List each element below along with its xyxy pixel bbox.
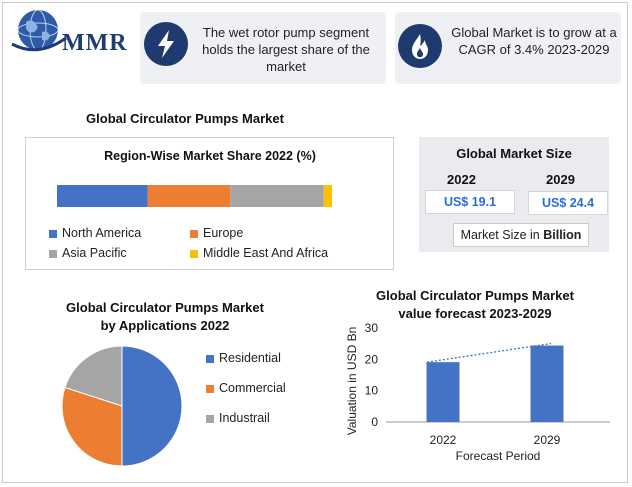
region-legend-swatch (190, 229, 198, 238)
pie-slice-residential (121, 345, 183, 467)
info-card-segment-text: The wet rotor pump segment holds the lar… (202, 25, 370, 74)
pie-legend-swatch (206, 414, 214, 423)
forecast-xtick-label: 2029 (534, 433, 561, 447)
pie-legend-swatch (206, 354, 214, 363)
pie-chart-title-line2: by Applications 2022 (100, 318, 230, 333)
pie-legend-swatch (206, 384, 214, 393)
region-bar-europe (147, 185, 231, 207)
region-legend-label: Asia Pacific (62, 246, 127, 260)
forecast-bar-chart: 0 10 20 30 2022 2029 Forecast Period Valuation … (345, 321, 610, 463)
pie-legend-commercial: Commercial (206, 381, 286, 395)
region-legend-north-america: North America (49, 226, 141, 240)
info-card-segment: The wet rotor pump segment holds the lar… (140, 12, 386, 84)
info-card-cagr-text: Global Market is to grow at a CAGR of 3.… (451, 25, 617, 57)
forecast-ytick-label: 20 (365, 352, 379, 366)
globe-icon (11, 9, 67, 52)
market-size-unit-prefix: Market Size in (460, 228, 544, 242)
logo-text: MMR (62, 30, 128, 56)
forecast-yaxis-title: Valuation in USD Bn (345, 327, 359, 436)
market-size-value-2029: US$ 24.4 (528, 191, 608, 215)
region-legend-middle-east-and-africa: Middle East And Africa (190, 246, 328, 260)
region-bar-middle-east-and-africa (323, 185, 332, 207)
logo (8, 8, 128, 54)
main-title: Global Circulator Pumps Market (86, 111, 284, 126)
region-legend-swatch (49, 229, 57, 238)
region-legend-label: Europe (203, 226, 244, 240)
infographic-frame (2, 2, 628, 483)
lightning-icon (144, 22, 188, 66)
region-legend-label: Middle East And Africa (203, 246, 329, 260)
info-card-cagr: Global Market is to grow at a CAGR of 3.… (395, 12, 621, 84)
pie-slice-commercial (61, 386, 123, 467)
market-size-unit: Market Size in Billion (453, 223, 589, 247)
pie-legend-label: Industrail (219, 411, 270, 425)
region-bar-asia-pacific (230, 185, 324, 207)
forecast-ytick-label: 10 (365, 384, 379, 398)
flame-icon (398, 24, 442, 68)
market-size-year-2022: 2022 (447, 172, 476, 187)
forecast-bar-2022 (426, 362, 460, 422)
region-share-chart (25, 137, 394, 270)
pie-slice-industrail (64, 345, 123, 407)
region-legend-label: North America (62, 226, 142, 240)
region-chart-title: Region-Wise Market Share 2022 (%) (104, 149, 316, 163)
forecast-chart-title-line1: Global Circulator Pumps Market (376, 288, 574, 303)
region-legend-swatch (190, 249, 198, 258)
market-size-unit-bold: Billion (543, 228, 582, 242)
forecast-ytick-label: 0 (371, 415, 378, 429)
region-bar-north-america (57, 185, 148, 207)
forecast-xaxis-title: Forecast Period (456, 449, 541, 463)
pie-legend-industrail: Industrail (206, 411, 270, 425)
forecast-chart-title-line2: value forecast 2023-2029 (398, 306, 552, 321)
forecast-ytick-label: 30 (365, 321, 379, 335)
pie-chart-title-line1: Global Circulator Pumps Market (66, 300, 264, 315)
forecast-bar-2029 (530, 345, 564, 422)
market-size-title: Global Market Size (456, 146, 572, 161)
pie-legend-label: Commercial (219, 381, 286, 395)
market-size-value-2022: US$ 19.1 (425, 190, 515, 214)
region-legend-asia-pacific: Asia Pacific (49, 246, 127, 260)
forecast-trendline (426, 342, 552, 363)
forecast-xtick-label: 2022 (430, 433, 457, 447)
pie-chart (61, 345, 183, 467)
pie-legend-label: Residential (219, 351, 281, 365)
region-legend-europe: Europe (190, 226, 243, 240)
market-size-year-2029: 2029 (546, 172, 575, 187)
region-stacked-bar (57, 185, 332, 207)
region-legend-swatch (49, 249, 57, 258)
pie-legend-residential: Residential (206, 351, 281, 365)
